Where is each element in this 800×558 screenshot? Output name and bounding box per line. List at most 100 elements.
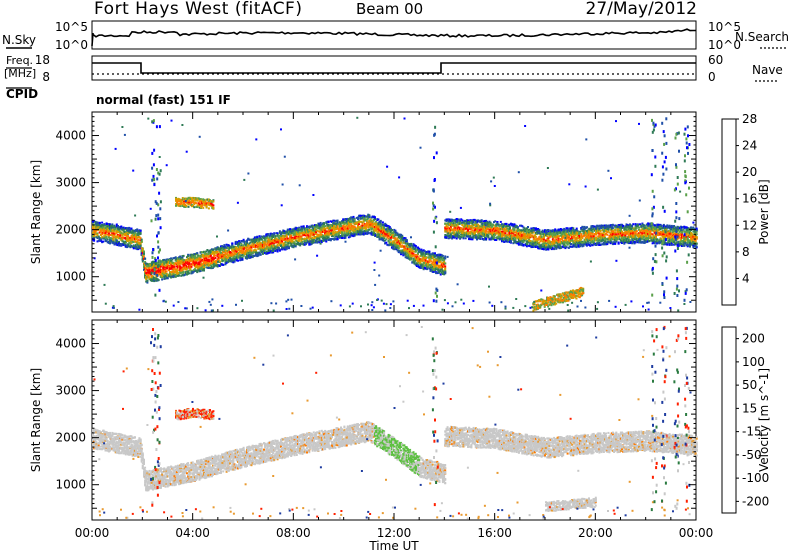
range-gate-cell	[385, 238, 387, 240]
range-gate-cell	[196, 252, 198, 254]
range-gate-cell	[487, 235, 489, 237]
range-gate-cell	[92, 226, 94, 228]
range-gate-cell	[467, 229, 469, 231]
range-gate-cell	[99, 222, 101, 224]
range-gate-cell	[349, 236, 351, 238]
range-gate-cell	[289, 228, 291, 230]
range-gate-cell	[368, 229, 370, 231]
range-gate-cell	[415, 247, 417, 249]
range-gate-cell	[111, 223, 113, 225]
nave-tick-bottom: 0	[708, 70, 716, 84]
range-gate-cell	[423, 264, 425, 266]
range-gate-cell	[277, 251, 279, 253]
range-gate-cell	[323, 223, 325, 225]
date-label: 27/May/2012	[586, 0, 698, 19]
range-gate-cell	[473, 221, 475, 223]
range-gate-cell	[191, 266, 193, 268]
range-gate-cell	[203, 270, 205, 272]
noise-search-label: N.Search	[735, 30, 789, 44]
range-gate-cell	[260, 254, 262, 256]
range-gate-cell	[167, 277, 169, 279]
range-gate-cell	[385, 242, 387, 244]
range-gate-cell	[97, 234, 99, 236]
range-gate-cell	[237, 260, 239, 262]
range-gate-cell	[406, 239, 408, 241]
range-gate-cell	[362, 223, 364, 225]
range-gate-cell	[142, 248, 144, 250]
range-gate-cell	[397, 243, 399, 245]
range-gate-cell	[166, 271, 168, 273]
range-gate-cell	[463, 237, 465, 239]
range-gate-cell	[137, 239, 139, 241]
range-gate-cell	[128, 227, 130, 229]
freq-tick-top: 18	[35, 53, 50, 67]
range-gate-cell	[100, 239, 102, 241]
range-gate-cell	[119, 235, 121, 237]
range-gate-cell	[337, 238, 339, 240]
freq-label-line2: [MHz]	[4, 67, 36, 80]
range-gate-cell	[161, 275, 163, 277]
range-gate-cell	[112, 236, 114, 238]
range-gate-cell	[249, 242, 251, 244]
range-gate-cell	[460, 227, 462, 229]
range-gate-cell	[277, 245, 279, 247]
range-gate-cell	[285, 241, 287, 243]
range-gate-cell	[144, 258, 146, 260]
range-gate-cell	[206, 249, 208, 251]
range-gate-cell	[246, 241, 248, 243]
noise-left-tick-bottom: 10^0	[55, 38, 88, 52]
range-gate-cell	[377, 219, 379, 221]
range-gate-cell	[183, 272, 185, 274]
range-gate-cell	[264, 239, 266, 241]
range-gate-cell	[144, 270, 146, 272]
range-gate-cell	[353, 216, 355, 218]
range-gate-cell	[398, 248, 400, 250]
range-gate-cell	[290, 235, 292, 237]
range-gate-cell	[279, 250, 281, 252]
range-gate-cell	[382, 221, 384, 223]
range-gate-cell	[279, 230, 281, 232]
range-gate-cell	[278, 247, 280, 249]
range-gate-cell	[475, 234, 477, 236]
range-gate-cell	[286, 248, 288, 250]
nave-label: Nave	[752, 63, 783, 77]
range-gate-cell	[469, 235, 471, 237]
noise-sky-label: N.Sky	[2, 33, 36, 47]
range-gate-cell	[444, 271, 446, 273]
range-gate-cell	[136, 228, 138, 230]
range-gate-cell	[312, 225, 314, 227]
power-panel-frame	[92, 112, 696, 312]
range-gate-cell	[380, 223, 382, 225]
noise-trace	[92, 29, 696, 46]
range-gate-cell	[186, 268, 188, 270]
range-gate-cell	[432, 256, 434, 258]
nave-tick-top: 60	[708, 53, 723, 67]
range-gate-cell	[416, 250, 418, 252]
range-gate-cell	[410, 259, 412, 261]
range-gate-cell	[246, 247, 248, 249]
range-gate-cell	[394, 237, 396, 239]
range-gate-cell	[203, 266, 205, 268]
range-gate-cell	[298, 227, 300, 229]
range-gate-cell	[188, 272, 190, 274]
beam-label: Beam 00	[356, 0, 423, 18]
range-gate-cell	[107, 238, 109, 240]
range-gate-cell	[196, 271, 198, 273]
range-gate-cell	[248, 239, 250, 241]
range-gate-cell	[214, 257, 216, 259]
range-gate-cell	[140, 245, 142, 247]
range-gate-cell	[264, 241, 266, 243]
range-gate-cell	[102, 241, 104, 243]
range-gate-cell	[273, 233, 275, 235]
range-gate-cell	[340, 225, 342, 227]
range-gate-cell	[341, 237, 343, 239]
range-gate-cell	[319, 238, 321, 240]
range-gate-cell	[222, 264, 224, 266]
range-gate-cell	[456, 238, 458, 240]
range-gate-cell	[175, 274, 177, 276]
freq-trace	[92, 63, 696, 73]
range-gate-cell	[400, 242, 402, 244]
range-gate-cell	[251, 250, 253, 252]
